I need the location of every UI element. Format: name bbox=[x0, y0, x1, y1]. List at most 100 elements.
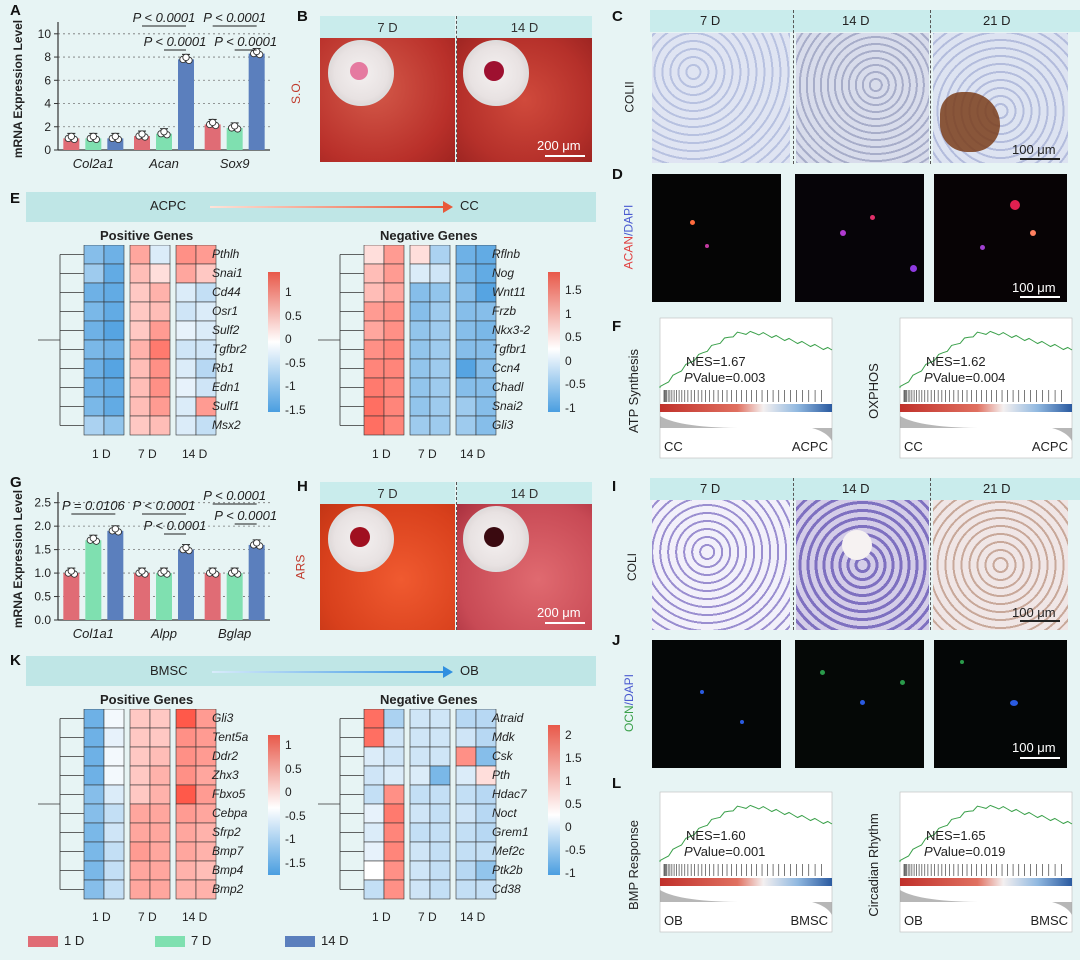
l-gsea-frame bbox=[899, 791, 1073, 933]
e-pos-cell bbox=[103, 396, 125, 417]
e-neg-cell bbox=[383, 245, 405, 265]
j-stain-label: OCN/DAPI bbox=[622, 674, 636, 732]
colorbar-tick: 1 bbox=[285, 285, 292, 299]
e-neg-cell bbox=[383, 301, 405, 322]
panel-label-b: B bbox=[297, 8, 308, 25]
a-xtick-Acan: Acan bbox=[148, 156, 179, 171]
colorbar-tick: 0 bbox=[565, 353, 572, 368]
e-neg-cell bbox=[429, 377, 451, 398]
legend-label: 7 D bbox=[191, 933, 212, 948]
a-point bbox=[111, 132, 119, 141]
k-neg-cell bbox=[409, 765, 431, 786]
gene-label: Ptk2b bbox=[492, 863, 523, 877]
l-gsea-ylabel: BMP Response bbox=[626, 820, 641, 910]
gene-label: Grem1 bbox=[492, 825, 529, 839]
f-gsea-nes: NES=1.67 bbox=[686, 354, 746, 369]
k-neg-cell bbox=[455, 746, 477, 767]
colorbar-tick: -1 bbox=[285, 379, 296, 394]
e-neg-cell bbox=[383, 396, 405, 417]
e-neg-cell bbox=[455, 320, 477, 341]
gene-label: Noct bbox=[492, 806, 517, 820]
f-gsea-right: ACPC bbox=[792, 439, 828, 454]
e-neg-col-14d: 14 D bbox=[460, 447, 486, 461]
e-neg-cell bbox=[363, 320, 385, 341]
f-gsea-rankbar bbox=[900, 404, 1072, 412]
g-bar-Alpp-7D bbox=[156, 573, 172, 620]
legend-swatch bbox=[155, 936, 185, 947]
g-ytick-label: 2.5 bbox=[34, 496, 51, 510]
d-dot-4 bbox=[870, 215, 875, 220]
k-pos-cell bbox=[149, 860, 171, 881]
k-pos-cell bbox=[103, 765, 125, 786]
k-neg-cell bbox=[429, 879, 451, 900]
k-pos-cell bbox=[103, 784, 125, 805]
g-bar-Bglap-14D bbox=[248, 544, 265, 620]
gene-label: Frzb bbox=[492, 304, 516, 318]
f-gsea-p: P bbox=[924, 370, 933, 385]
e-neg-cell bbox=[383, 263, 405, 284]
e-neg-cell bbox=[383, 282, 405, 303]
panel-label-g: G bbox=[10, 474, 22, 491]
e-heatmap-negative bbox=[318, 245, 497, 436]
h-day-14: 14 D bbox=[457, 482, 592, 504]
k-neg-cell bbox=[455, 841, 477, 862]
e-neg-cell bbox=[455, 263, 477, 284]
e-pos-cell bbox=[175, 301, 197, 322]
f-gsea-plot-1: OXPHOS NES=1.62P Value=0.004 CC ACPC bbox=[866, 317, 1073, 459]
a-point bbox=[160, 128, 168, 136]
i-scale-bar bbox=[1020, 620, 1060, 622]
k-pos-cell bbox=[103, 727, 125, 748]
gene-label: Fbxo5 bbox=[212, 787, 246, 801]
e-neg-cell bbox=[363, 263, 385, 284]
c-stain-label: COLII bbox=[622, 81, 637, 113]
d-dot-7 bbox=[1030, 230, 1036, 236]
b-sample-7d bbox=[350, 62, 368, 80]
e-colorbar-1 bbox=[268, 272, 280, 412]
a-bar-Acan-14D bbox=[178, 59, 194, 150]
c-img-14d bbox=[796, 33, 929, 163]
colorbar-tick: 0.5 bbox=[285, 308, 302, 323]
e-neg-cell bbox=[363, 396, 385, 417]
j-dot-1 bbox=[700, 690, 704, 694]
e-pos-cell bbox=[175, 263, 197, 284]
i-header bbox=[650, 478, 1080, 500]
e-pos-cell bbox=[129, 301, 151, 322]
k-neg-cell bbox=[363, 822, 385, 843]
l-gsea-left: OB bbox=[664, 913, 683, 928]
colorbar-tick: -1.5 bbox=[285, 856, 306, 870]
gene-label: Nkx3-2 bbox=[492, 323, 531, 337]
k-pos-cell bbox=[175, 784, 197, 805]
k-pos-cell bbox=[175, 841, 197, 862]
legend-swatch bbox=[285, 936, 315, 947]
c-day-21: 21 D bbox=[983, 13, 1011, 28]
c-scale-text: 100 μm bbox=[1012, 142, 1056, 157]
e-neg-cell bbox=[383, 377, 405, 398]
k-neg-cell bbox=[409, 860, 431, 881]
e-pos-cell bbox=[175, 415, 197, 436]
e-neg-cell bbox=[363, 339, 385, 360]
j-dot-2 bbox=[740, 720, 744, 724]
l-gsea-right: BMSC bbox=[1030, 913, 1068, 928]
e-pos-cell bbox=[103, 358, 125, 379]
l-gsea-p: P bbox=[924, 844, 933, 859]
e-neg-cell bbox=[429, 245, 451, 265]
gene-label: Tgfbr1 bbox=[492, 342, 527, 356]
k-pos-cell bbox=[83, 709, 105, 729]
f-gsea-ylabel: ATP Synthesis bbox=[626, 348, 641, 433]
e-neg-cell bbox=[429, 396, 451, 417]
k-pos-cell bbox=[149, 727, 171, 748]
gene-label: Pthlh bbox=[212, 247, 240, 261]
k-neg-cell bbox=[455, 860, 477, 881]
panel-label-c: C bbox=[612, 8, 623, 25]
d-dot-5 bbox=[910, 265, 917, 272]
e-neg-cell bbox=[363, 377, 385, 398]
gene-label: Gli3 bbox=[492, 418, 514, 432]
a-bar-Sox9-7D bbox=[226, 127, 243, 150]
k-neg-cell bbox=[383, 803, 405, 824]
k-pos-cell bbox=[83, 746, 105, 767]
k-neg-cell bbox=[363, 709, 385, 729]
e-pos-cell bbox=[129, 339, 151, 360]
k-neg-cell bbox=[455, 784, 477, 805]
colorbar-tick: 0.5 bbox=[285, 761, 302, 776]
k-pos-title: Positive Genes bbox=[100, 692, 194, 707]
